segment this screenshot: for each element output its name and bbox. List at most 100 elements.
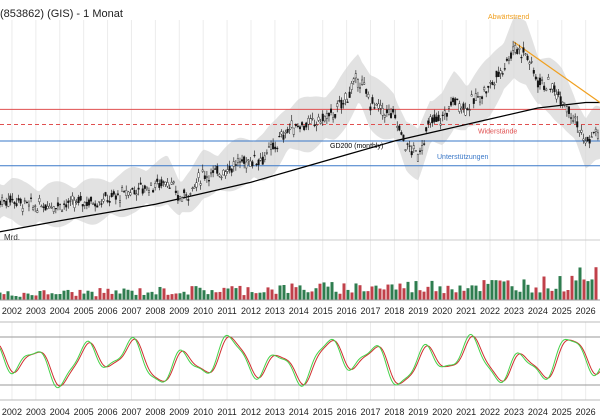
candle-body xyxy=(224,171,227,177)
volume-bar xyxy=(410,292,414,300)
year-tick-top: 2004 xyxy=(50,306,70,316)
year-tick-top: 2026 xyxy=(576,306,596,316)
volume-bar xyxy=(142,294,146,300)
volume-bar xyxy=(534,287,538,300)
candle-body xyxy=(30,197,33,199)
candle-body xyxy=(452,97,455,103)
candle-body xyxy=(487,85,490,88)
year-tick-top: 2005 xyxy=(74,306,94,316)
volume-bar xyxy=(62,290,66,300)
candle-body xyxy=(365,89,368,94)
candle-body xyxy=(13,201,16,205)
year-tick-top: 2017 xyxy=(361,306,381,316)
candle-body xyxy=(379,104,382,109)
candle-body xyxy=(17,198,20,201)
candle-body xyxy=(547,77,550,80)
candle-body xyxy=(301,122,304,126)
volume-bar xyxy=(262,292,266,300)
volume-bar xyxy=(578,267,582,300)
candle-body xyxy=(59,203,62,206)
volume-bar xyxy=(546,288,550,300)
candle-body xyxy=(228,166,231,171)
candle-body xyxy=(470,94,473,97)
candle-body xyxy=(559,96,562,105)
year-tick-top: 2010 xyxy=(193,306,213,316)
volume-bar xyxy=(566,290,570,300)
candle-body xyxy=(325,113,328,119)
candle-body xyxy=(257,159,260,165)
candle-body xyxy=(286,129,289,133)
year-tick-top: 2025 xyxy=(552,306,572,316)
volume-bar xyxy=(294,287,298,300)
volume-bar xyxy=(190,286,194,300)
candle-body xyxy=(385,109,388,114)
volume-bar xyxy=(102,292,106,300)
candle-body xyxy=(332,117,335,120)
candle-body xyxy=(354,73,357,79)
volume-bar xyxy=(14,296,18,300)
volume-bar xyxy=(362,291,366,300)
candle-body xyxy=(168,187,171,189)
volume-bar xyxy=(334,291,338,300)
candle-body xyxy=(516,49,519,54)
volume-bar xyxy=(22,292,26,300)
volume-bar xyxy=(178,293,182,300)
candle-body xyxy=(251,161,254,167)
volume-bar xyxy=(462,290,466,300)
year-tick-bottom: 2003 xyxy=(26,407,46,417)
volume-bar xyxy=(422,291,426,300)
year-tick-bottom: 2013 xyxy=(265,407,285,417)
candle-body xyxy=(174,190,177,193)
volume-bar xyxy=(574,280,578,300)
candle-body xyxy=(408,145,411,147)
candle-body xyxy=(197,172,200,178)
candle-body xyxy=(435,116,438,122)
candle-body xyxy=(462,103,465,109)
volume-bar xyxy=(558,276,562,300)
candle-body xyxy=(567,106,570,114)
volume-bar xyxy=(378,288,382,300)
candle-body xyxy=(445,113,448,117)
candle-body xyxy=(582,138,585,141)
volume-bar xyxy=(582,279,586,300)
candle-body xyxy=(181,197,184,202)
candle-body xyxy=(522,47,525,53)
gd200-line xyxy=(0,101,600,233)
trendline xyxy=(513,41,600,103)
candle-body xyxy=(32,207,35,210)
volume-label: Mrd. xyxy=(4,233,20,242)
candle-body xyxy=(71,195,74,200)
volume-bar xyxy=(466,288,470,300)
volume-bar xyxy=(542,276,546,300)
volume-bar xyxy=(402,288,406,300)
year-tick-top: 2023 xyxy=(504,306,524,316)
volume-bar xyxy=(154,294,158,300)
candle-body xyxy=(416,154,419,162)
candle-body xyxy=(315,124,318,126)
volume-bar xyxy=(238,285,242,300)
candle-body xyxy=(218,174,221,177)
trendline-label: Abwärtstrend xyxy=(488,14,529,21)
candle-body xyxy=(23,200,26,202)
volume-bar xyxy=(338,293,342,300)
volume-bar xyxy=(478,291,482,300)
candle-body xyxy=(342,103,345,105)
candle-body xyxy=(216,166,219,174)
volume-bar xyxy=(298,285,302,300)
candle-body xyxy=(336,103,339,107)
candle-body xyxy=(319,121,322,124)
volume-bar xyxy=(406,281,410,300)
candle-body xyxy=(195,182,198,188)
candle-body xyxy=(536,80,539,88)
candle-body xyxy=(79,195,82,201)
candle-body xyxy=(427,120,430,124)
candle-body xyxy=(137,187,140,190)
candle-body xyxy=(412,145,415,149)
volume-bar xyxy=(202,290,206,300)
candle-body xyxy=(5,201,8,206)
volume-bar xyxy=(354,283,358,300)
candle-body xyxy=(584,140,587,144)
candle-body xyxy=(178,196,181,199)
candle-body xyxy=(433,114,436,122)
candle-body xyxy=(489,82,492,84)
